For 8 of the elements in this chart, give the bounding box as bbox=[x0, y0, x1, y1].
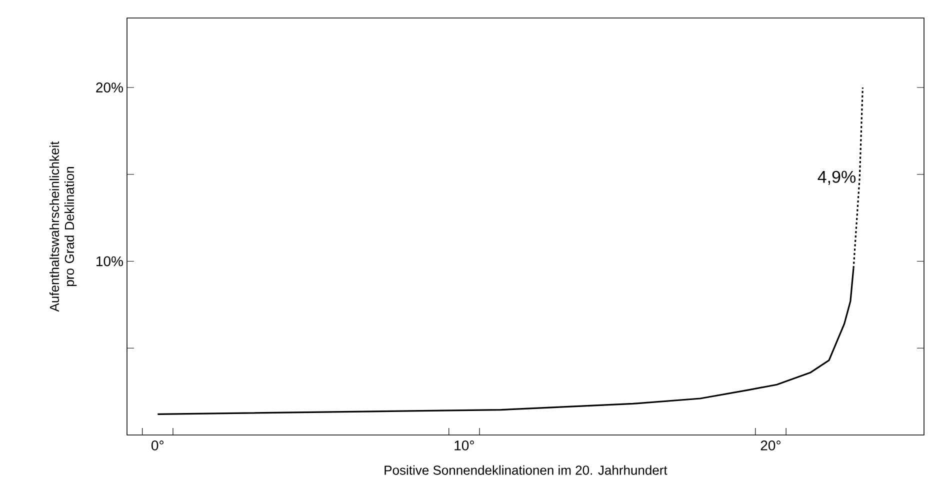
y-tick-label: 20% bbox=[96, 82, 123, 92]
x-tick-label: 20° bbox=[760, 440, 780, 450]
x-tick-label: 0° bbox=[152, 440, 164, 450]
annotation: 4,9% bbox=[818, 170, 856, 185]
x-axis-title: Positive Sonnendeklinationen im 20. Jahrhundert bbox=[384, 465, 668, 475]
y-axis-title: Aufenthaltswahrscheinlichkeit pro Grad Deklination bbox=[50, 141, 77, 312]
y-tick-label: 10% bbox=[96, 256, 123, 266]
x-tick-label: 10° bbox=[454, 440, 474, 450]
